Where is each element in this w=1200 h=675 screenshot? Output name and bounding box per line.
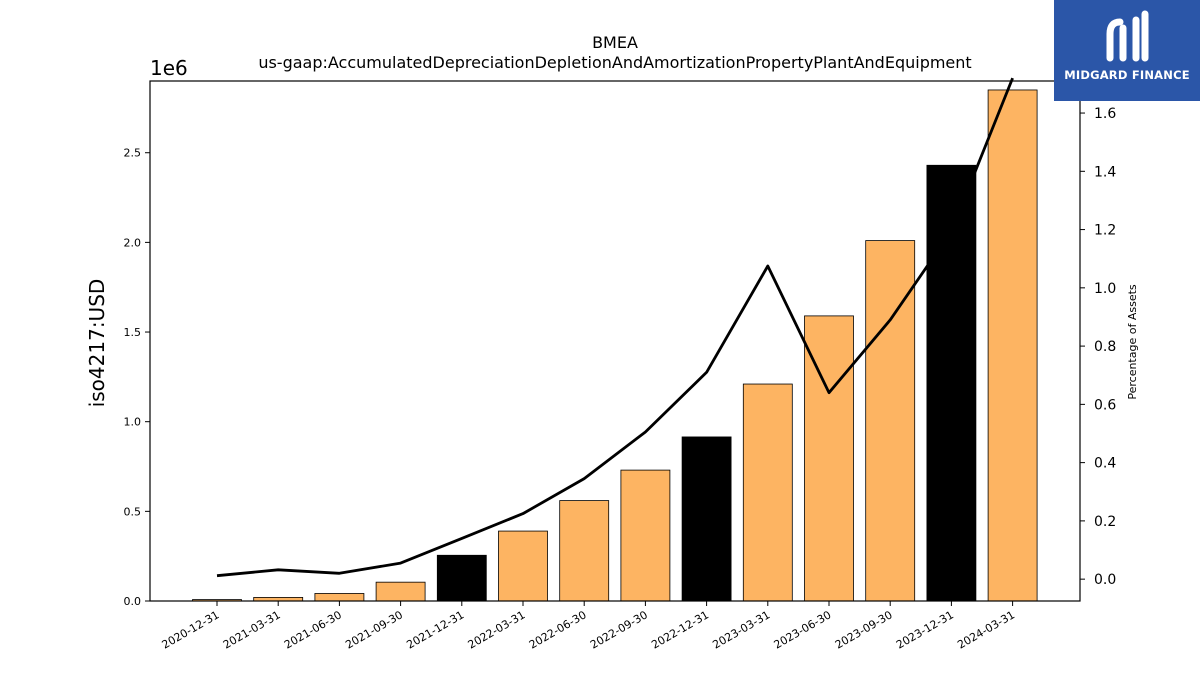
y2-axis-label: Percentage of Assets bbox=[1126, 284, 1139, 400]
bar-2022-09-30 bbox=[620, 469, 671, 602]
bar-2021-06-30 bbox=[314, 593, 365, 602]
bars-group bbox=[192, 89, 1038, 602]
bar-2023-03-31 bbox=[742, 383, 793, 602]
plot-frame bbox=[149, 80, 1081, 602]
midgard-finance-logo: MIDGARD FINANCE bbox=[1054, 0, 1200, 101]
logo-name: MIDGARD FINANCE bbox=[1064, 68, 1190, 82]
x-tick-label: 2020-12-31 bbox=[160, 608, 222, 651]
x-tick-label: 2022-12-31 bbox=[649, 608, 711, 651]
bar-2022-12-31 bbox=[681, 436, 732, 602]
x-tick-label: 2022-09-30 bbox=[588, 608, 650, 651]
bar-2023-06-30 bbox=[804, 315, 854, 602]
y-tick-label: 0.5 bbox=[124, 505, 142, 518]
bar-2024-03-31 bbox=[987, 89, 1038, 602]
y-offset-label: 1e6 bbox=[150, 56, 188, 80]
chart-subtitle: us-gaap:AccumulatedDepreciationDepletion… bbox=[258, 53, 971, 72]
bar-2021-12-31 bbox=[436, 554, 487, 602]
y2-tick-label: 0.8 bbox=[1094, 339, 1116, 355]
x-tick-label: 2024-03-31 bbox=[955, 608, 1017, 651]
logo-mark-icon bbox=[1106, 10, 1149, 62]
chart-title: BMEA bbox=[592, 33, 638, 52]
percentage-line bbox=[216, 77, 1014, 578]
x-tick-label: 2023-06-30 bbox=[772, 608, 834, 651]
y2-tick-label: 0.0 bbox=[1094, 572, 1116, 588]
x-tick-label: 2021-09-30 bbox=[343, 608, 405, 651]
x-tick-label: 2021-06-30 bbox=[282, 608, 344, 651]
y2-tick-label: 0.4 bbox=[1094, 456, 1116, 472]
y-tick-label: 1.5 bbox=[124, 326, 142, 339]
x-tick-label: 2023-03-31 bbox=[710, 608, 772, 651]
bar-2023-12-31 bbox=[926, 164, 977, 602]
x-tick-label: 2022-03-31 bbox=[466, 608, 528, 651]
y2-tick-label: 0.6 bbox=[1094, 397, 1116, 413]
y2-tick-label: 1.6 bbox=[1094, 106, 1116, 122]
bar-2022-06-30 bbox=[559, 500, 610, 602]
bar-2023-09-30 bbox=[865, 240, 916, 602]
x-tick-label: 2021-03-31 bbox=[221, 608, 283, 651]
y2-tick-label: 1.2 bbox=[1094, 223, 1116, 239]
x-tick-label: 2023-12-31 bbox=[894, 608, 956, 651]
y2-tick-label: 1.4 bbox=[1094, 164, 1116, 180]
y-axis-label: iso4217:USD bbox=[85, 279, 109, 408]
y2-tick-label: 1.0 bbox=[1094, 281, 1116, 297]
y-tick-label: 2.0 bbox=[124, 236, 142, 249]
x-tick-label: 2022-06-30 bbox=[527, 608, 589, 651]
x-tick-label: 2023-09-30 bbox=[833, 608, 895, 651]
bar-2021-09-30 bbox=[375, 581, 426, 602]
x-tick-label: 2021-12-31 bbox=[404, 608, 466, 651]
y2-tick-label: 0.2 bbox=[1094, 514, 1116, 530]
y-tick-label: 2.5 bbox=[124, 147, 142, 160]
bar-2022-03-31 bbox=[498, 530, 548, 602]
y-tick-label: 0.0 bbox=[124, 595, 142, 608]
y-tick-label: 1.0 bbox=[124, 416, 142, 429]
